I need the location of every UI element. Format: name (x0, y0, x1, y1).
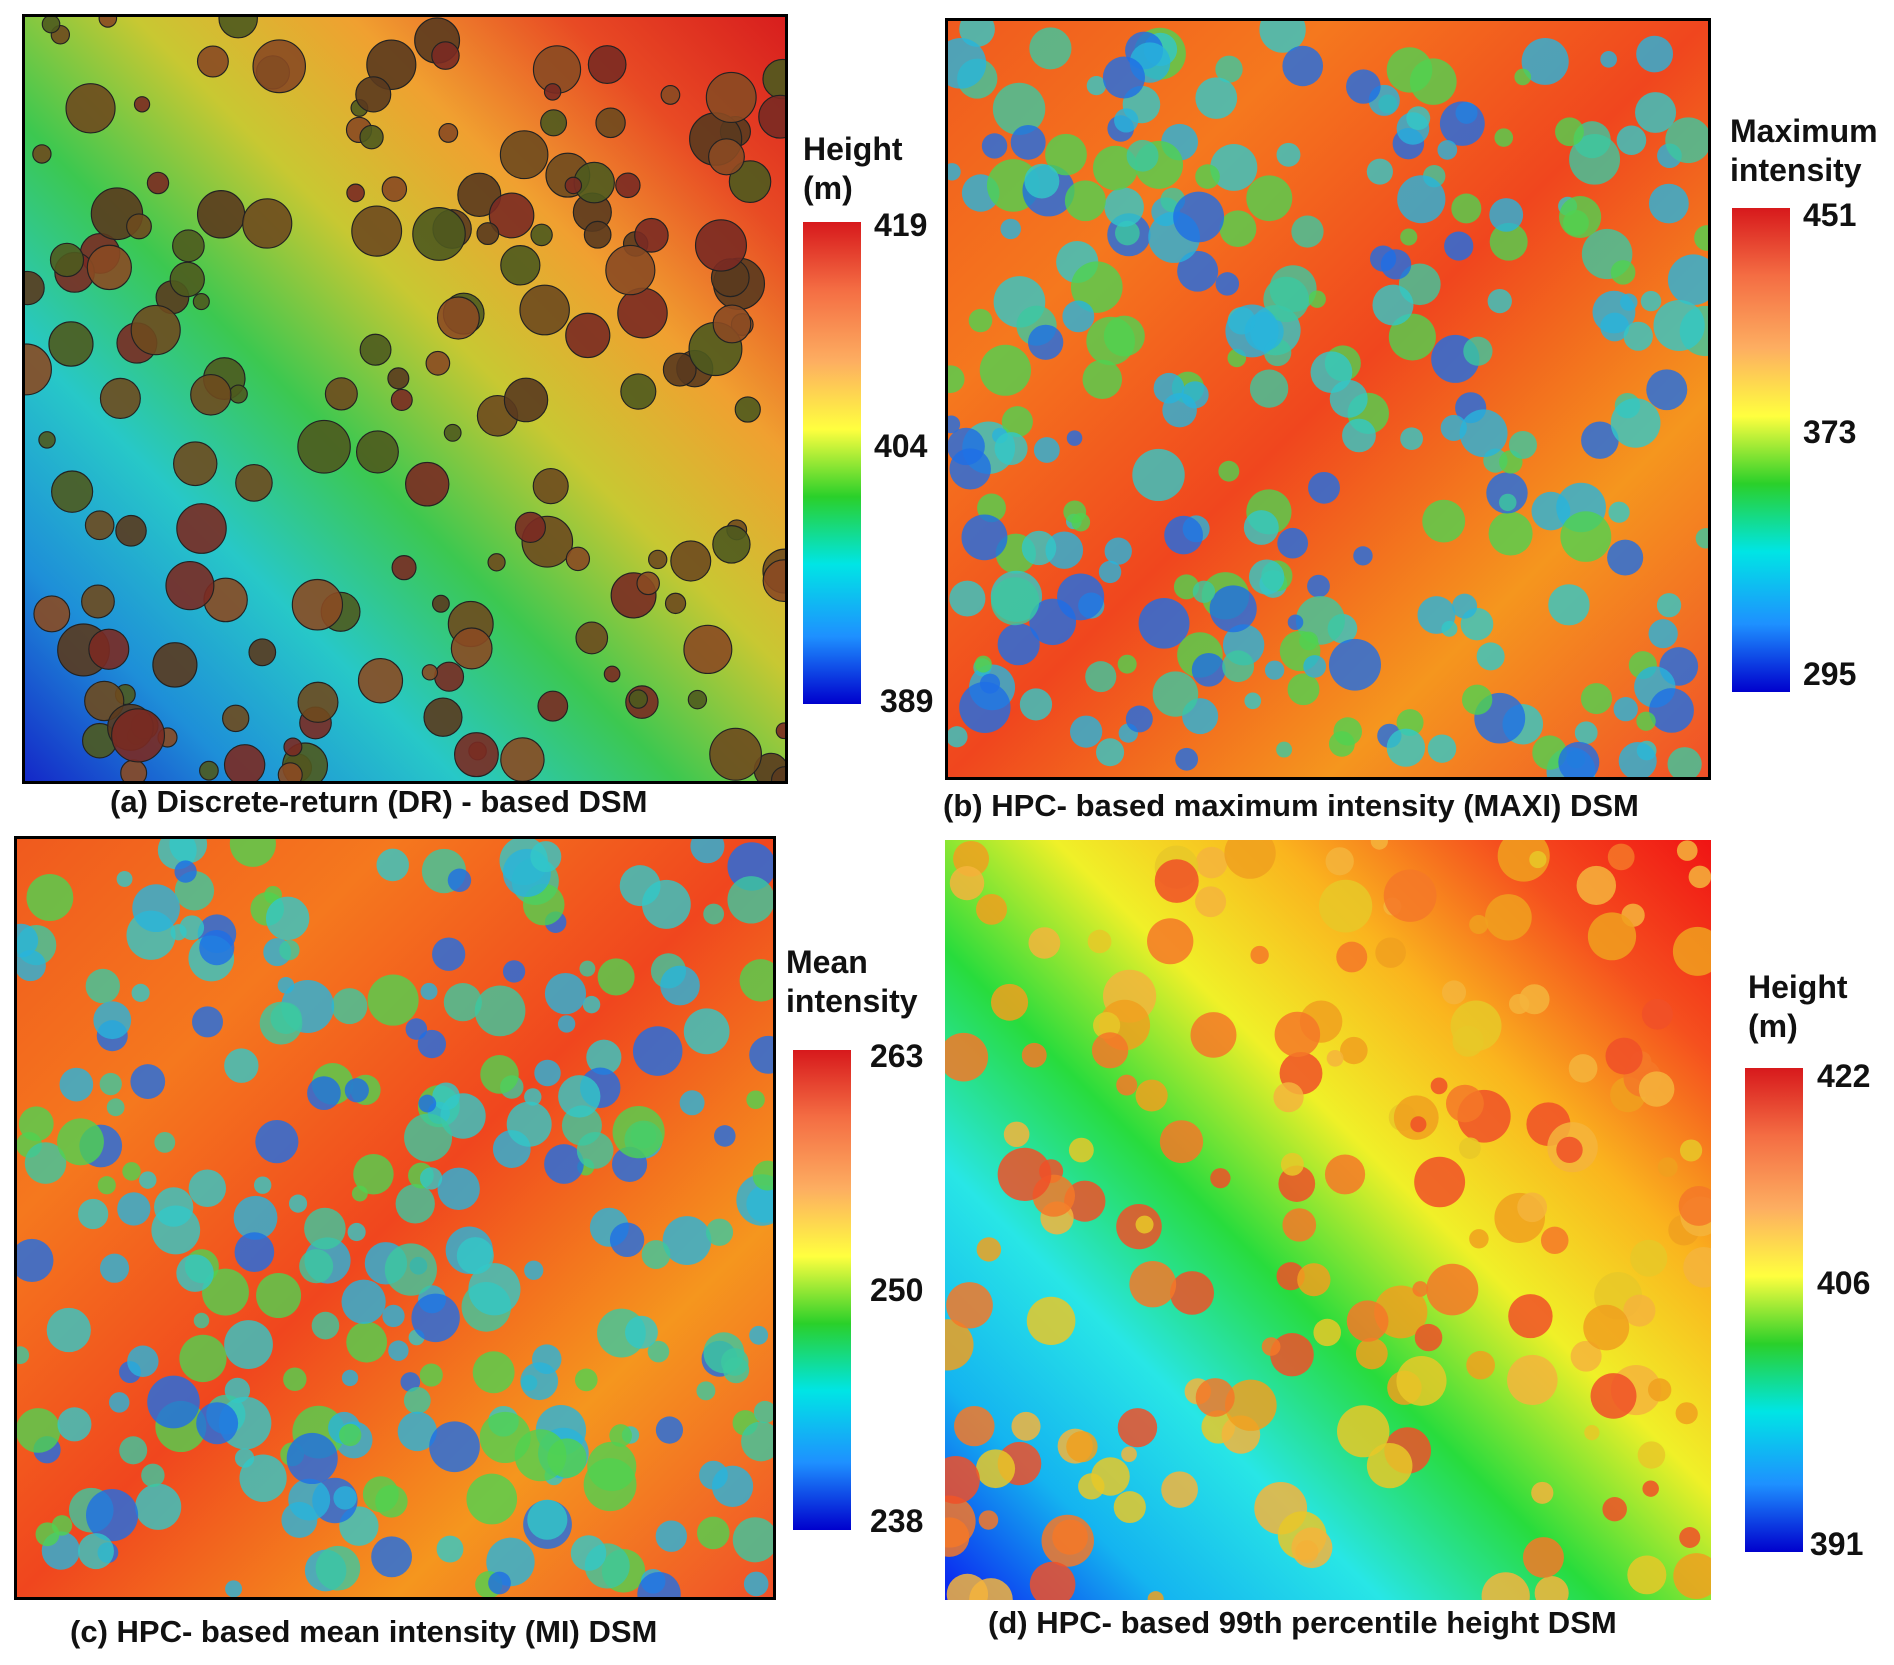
tick-min-c: 238 (870, 1503, 924, 1539)
map-raster (945, 840, 1711, 1600)
dsm-map-c (14, 836, 776, 1600)
tick-mid-d: 406 (1817, 1265, 1871, 1301)
tick-max-a: 419 (874, 207, 928, 243)
caption-d: (d) HPC- based 99th percentile height DS… (988, 1605, 1617, 1640)
tick-min-d: 391 (1810, 1526, 1864, 1562)
legend-title-c: Mean intensity (786, 943, 918, 1021)
legend-title-b: Maximum intensity (1730, 112, 1878, 190)
legend-title-d: Height (m) (1748, 968, 1848, 1046)
dsm-map-b (945, 18, 1711, 780)
dsm-map-a (22, 14, 788, 784)
tick-max-d: 422 (1817, 1058, 1871, 1094)
tick-max-c: 263 (870, 1038, 924, 1074)
dsm-map-d (945, 840, 1711, 1600)
colorbar-a (803, 222, 861, 704)
caption-b: (b) HPC- based maximum intensity (MAXI) … (943, 788, 1639, 823)
caption-a: (a) Discrete-return (DR) - based DSM (110, 784, 648, 819)
tick-mid-b: 373 (1803, 414, 1857, 450)
legend-title-line: Maximum (1730, 113, 1878, 149)
colorbar-d (1745, 1068, 1803, 1552)
tick-mid-a: 404 (874, 428, 928, 464)
tick-max-b: 451 (1803, 197, 1857, 233)
legend-title-line: intensity (1730, 152, 1862, 188)
legend-title-a: Height (m) (803, 130, 903, 208)
caption-c: (c) HPC- based mean intensity (MI) DSM (70, 1614, 658, 1649)
legend-title-line: Mean (786, 944, 868, 980)
legend-title-line: (m) (803, 170, 853, 206)
map-raster (17, 839, 773, 1597)
tick-min-a: 389 (880, 683, 934, 719)
colorbar-b (1732, 208, 1790, 692)
map-raster (25, 17, 785, 781)
legend-title-line: (m) (1748, 1008, 1798, 1044)
colorbar-c (793, 1050, 851, 1530)
tick-min-b: 295 (1803, 656, 1857, 692)
legend-title-line: Height (1748, 969, 1848, 1005)
map-raster (948, 21, 1708, 777)
legend-title-line: Height (803, 131, 903, 167)
legend-title-line: intensity (786, 983, 918, 1019)
tick-mid-c: 250 (870, 1272, 924, 1308)
